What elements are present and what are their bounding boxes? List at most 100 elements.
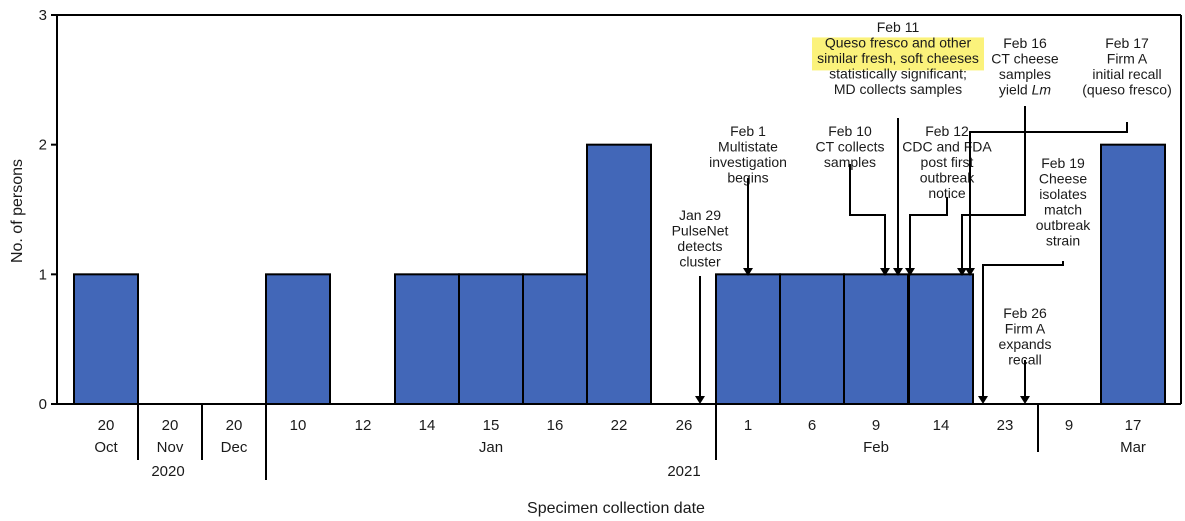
annotation-line: Firm A	[1005, 321, 1046, 337]
y-tick-label-3: 3	[39, 7, 47, 24]
annotation-line: Feb 19	[1041, 155, 1085, 171]
annotation-line: samples	[999, 66, 1051, 82]
bar-11	[779, 273, 845, 406]
annotation-line: statistically significant;	[829, 66, 967, 82]
x-tick-label-12: 9	[872, 417, 880, 434]
annotation-line: recall	[1008, 352, 1041, 368]
bar-17	[1100, 143, 1166, 406]
annotation-line: (queso fresco)	[1082, 82, 1171, 98]
annotation-line: post first	[921, 154, 974, 170]
annotation-line: Feb 11	[877, 19, 920, 35]
annotation-line: begins	[727, 170, 768, 186]
annotation-line: Multistate	[718, 139, 778, 155]
annotation-line: Feb 17	[1105, 35, 1149, 51]
x-tick-label-15: 9	[1065, 417, 1073, 434]
annotation-line: Cheese	[1039, 171, 1087, 187]
annotation-line: samples	[824, 154, 876, 170]
annotation-line: Feb 16	[1003, 35, 1047, 51]
annotation-line: investigation	[709, 154, 787, 170]
annotation-line: outbreak	[1036, 217, 1091, 233]
year-label-2020: 2020	[151, 463, 184, 480]
annotation-line: detects	[677, 238, 722, 254]
bar-5	[394, 273, 460, 406]
annotation-line: expands	[999, 336, 1052, 352]
annotation-line: strain	[1046, 233, 1080, 249]
month-label-Jan: Jan	[479, 439, 503, 456]
annotation-arrow-line	[982, 261, 1064, 396]
y-axis-title: No. of persons	[9, 159, 26, 263]
bar-3	[265, 273, 331, 406]
x-tick-label-0: 20	[98, 417, 115, 434]
annotation-arrow-line	[969, 122, 1128, 268]
x-tick-label-2: 20	[226, 417, 243, 434]
bars-layer	[73, 143, 1166, 406]
x-tick-label-5: 14	[419, 417, 436, 434]
bar-13	[908, 273, 974, 406]
annotation-line: notice	[928, 185, 966, 201]
month-label-Dec: Dec	[221, 439, 248, 456]
annotation-line: yield Lm	[999, 82, 1051, 98]
bar-0	[73, 273, 139, 406]
annotation-line: similar fresh, soft cheeses	[817, 50, 979, 66]
bar-10	[715, 273, 781, 406]
x-tick-label-8: 22	[611, 417, 628, 434]
annotation-line: outbreak	[920, 170, 975, 186]
annotation-line: cluster	[679, 254, 721, 270]
annotation-line: Feb 10	[828, 123, 872, 139]
arrowhead	[965, 268, 975, 276]
annotation-line: isolates	[1039, 186, 1086, 202]
x-tick-label-4: 12	[355, 417, 372, 434]
x-tick-label-10: 1	[744, 417, 752, 434]
arrowhead	[1020, 396, 1030, 404]
annotation-highlight	[812, 37, 984, 71]
y-tick-label-1: 1	[39, 266, 47, 283]
bar-8	[586, 143, 652, 406]
month-label-Mar: Mar	[1120, 439, 1146, 456]
x-axis-title: Specimen collection date	[527, 500, 705, 517]
annotation-line: match	[1044, 202, 1082, 218]
x-tick-label-14: 23	[997, 417, 1014, 434]
month-label-Feb: Feb	[863, 439, 889, 456]
arrowhead	[957, 268, 967, 276]
x-tick-label-16: 17	[1125, 417, 1142, 434]
annotation-line: Feb 1	[730, 123, 766, 139]
annotation-line: CT cheese	[991, 51, 1059, 67]
arrowhead	[978, 396, 988, 404]
x-tick-label-1: 20	[162, 417, 179, 434]
y-tick-label-0: 0	[39, 396, 47, 413]
arrowhead	[743, 268, 753, 276]
month-label-Oct: Oct	[94, 439, 118, 456]
x-tick-label-9: 26	[676, 417, 693, 434]
arrowhead	[880, 268, 890, 276]
annotation-line: Queso fresco and other	[825, 35, 972, 51]
annotation-arrow-line	[961, 106, 1026, 268]
bar-12	[843, 273, 909, 406]
month-label-Nov: Nov	[157, 439, 184, 456]
x-tick-label-11: 6	[808, 417, 816, 434]
annotation-line: PulseNet	[672, 223, 729, 239]
annotation-line: initial recall	[1092, 66, 1161, 82]
x-tick-label-13: 14	[933, 417, 950, 434]
annotation-line: CDC and FDA	[902, 139, 992, 155]
annotation-arrow-line	[909, 197, 948, 268]
bar-7	[522, 273, 588, 406]
x-tick-label-3: 10	[290, 417, 307, 434]
annotation-line: Feb 26	[1003, 305, 1047, 321]
annotation-line: Feb 12	[925, 123, 969, 139]
annotation-line: MD collects samples	[834, 81, 962, 97]
bar-6	[458, 273, 524, 406]
annotation-arrow-line	[849, 164, 886, 268]
lm-italic: Lm	[1032, 82, 1052, 98]
x-tick-label-6: 15	[483, 417, 500, 434]
